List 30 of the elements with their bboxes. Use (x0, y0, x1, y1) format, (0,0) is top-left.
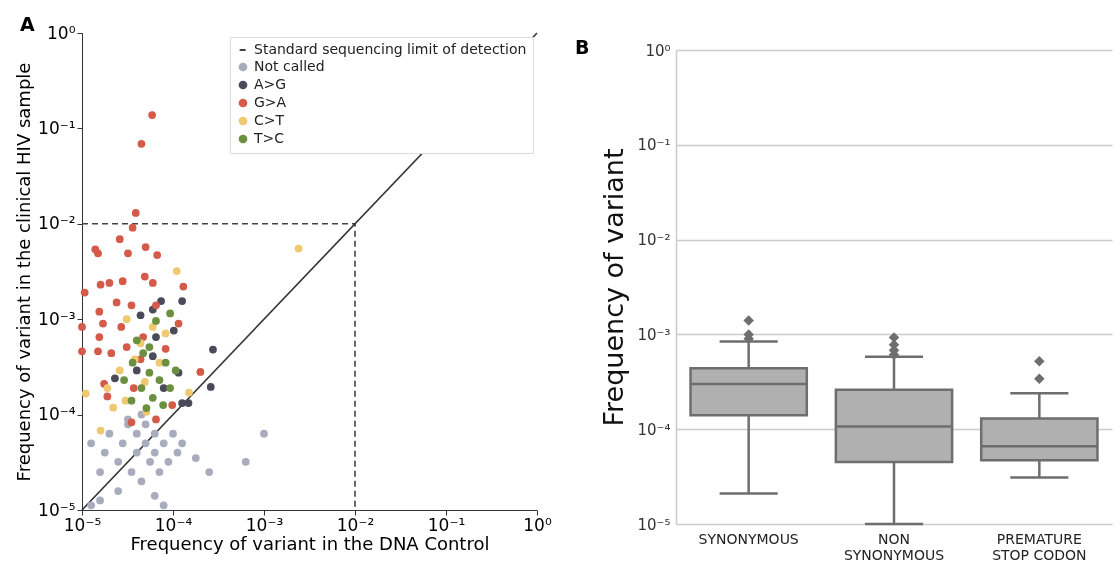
x-tick-label: 10⁻¹ (427, 514, 466, 535)
x-axis-title: Frequency of variant in the DNA Control (130, 532, 490, 554)
legend-label: Not called (254, 58, 325, 74)
x-tick-label: NON SYNONYMOUS (843, 530, 945, 563)
legend-label: G>A (254, 94, 287, 110)
x-tick-label: SYNONYMOUS (698, 530, 799, 547)
y-tick-label: 10⁻¹ (38, 117, 76, 138)
legend-label: C>T (254, 112, 285, 128)
y-tick-label: 10⁰ (645, 41, 671, 60)
x-tick-label: 10⁻⁵ (63, 514, 102, 535)
y-axis-title: Frequency of variant (598, 148, 630, 427)
legend-label: Standard sequencing limit of detection (254, 41, 527, 57)
y-tick-label: 10⁻² (38, 213, 76, 234)
x-tick-label: 10⁻³ (245, 514, 284, 535)
y-tick-label: 10⁻⁴ (38, 404, 76, 425)
y-tick-label: 10⁻¹ (637, 136, 671, 155)
x-tick-label: 10⁰ (523, 514, 552, 535)
legend-label: A>G (254, 76, 287, 92)
chart-title: A (20, 13, 35, 35)
y-tick-label: 10⁻² (637, 231, 671, 250)
x-tick-label: 10⁻⁴ (154, 514, 193, 535)
x-tick-label: 10⁻² (336, 514, 375, 535)
legend-label: T>C (253, 130, 285, 146)
y-tick-label: 10⁻³ (38, 308, 76, 329)
chart-title: B (575, 36, 590, 58)
x-tick-label: PREMATURE STOP CODON (992, 530, 1087, 563)
y-tick-label: 10⁻³ (637, 325, 671, 344)
y-axis-title: Frequency of variant in the clinical HIV sample (13, 62, 35, 482)
y-tick-label: 10⁰ (47, 22, 76, 43)
y-tick-label: 10⁻⁴ (637, 420, 671, 439)
